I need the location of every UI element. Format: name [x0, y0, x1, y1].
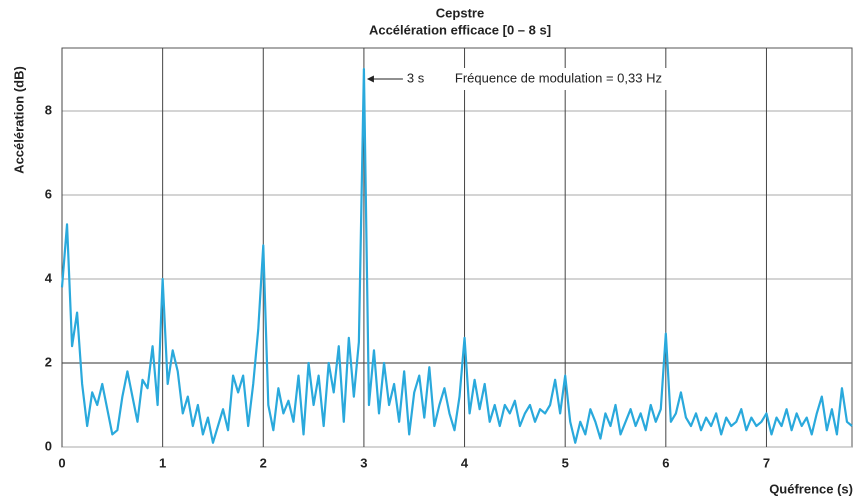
x-tick-label: 4 — [461, 455, 469, 470]
annotation-label: 3 s — [407, 70, 425, 85]
x-axis-label: Quéfrence (s) — [769, 481, 853, 496]
x-tick-label: 1 — [159, 455, 166, 470]
x-tick-label: 6 — [662, 455, 669, 470]
y-tick-label: 8 — [45, 102, 52, 117]
x-tick-label: 7 — [763, 455, 770, 470]
y-tick-label: 4 — [45, 270, 53, 285]
x-tick-label: 2 — [260, 455, 267, 470]
x-tick-label: 3 — [360, 455, 367, 470]
x-tick-label: 5 — [562, 455, 569, 470]
y-axis-label: Accélération (dB) — [11, 66, 26, 174]
chart-subtitle: Accélération efficace [0 – 8 s] — [369, 22, 551, 37]
y-tick-label: 6 — [45, 186, 52, 201]
data-line — [60, 67, 853, 444]
annotation-arrowhead — [366, 75, 374, 83]
annotation-text: Fréquence de modulation = 0,33 Hz — [455, 70, 662, 85]
y-tick-label: 2 — [45, 354, 52, 369]
annotation-box — [404, 68, 735, 90]
chart-title: Cepstre — [436, 5, 484, 20]
y-tick-label: 0 — [45, 438, 52, 453]
x-tick-label: 0 — [58, 455, 65, 470]
